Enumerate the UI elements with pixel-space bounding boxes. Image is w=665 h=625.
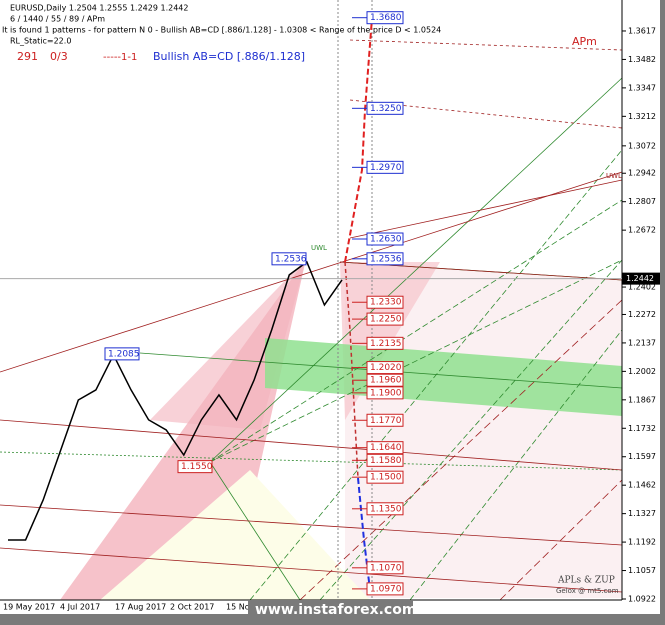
header: EURUSD,Daily 1.2504 1.2555 1.2429 1.2442…	[2, 4, 441, 64]
status-ratio: 0/3	[50, 50, 68, 63]
level-box	[366, 470, 404, 484]
pattern-box	[104, 347, 140, 361]
level-label: 1.3250	[370, 104, 402, 114]
y-tick-label: 1.1192	[628, 538, 656, 547]
level-box	[366, 561, 404, 575]
status-code: -----1-1	[103, 52, 137, 63]
green-zone	[265, 338, 622, 416]
level-label: 1.2330	[370, 298, 402, 308]
y-tick-label: 1.2002	[628, 367, 656, 376]
y-tick-label: 1.3617	[628, 26, 656, 35]
zone	[100, 470, 370, 600]
level-label: 1.3680	[370, 13, 402, 23]
x-tick-label: 2 Oct 2017	[170, 603, 214, 612]
watermark-bg	[248, 600, 413, 618]
level-box	[366, 295, 404, 309]
y-tick-label: 1.3482	[628, 55, 656, 64]
y-tick-label: 1.3212	[628, 112, 656, 121]
fan-lines	[0, 77, 623, 601]
y-tick-label: 1.1327	[628, 509, 656, 518]
level-box	[366, 502, 404, 516]
level-box	[366, 160, 404, 174]
pattern-box	[177, 460, 213, 474]
level-box	[366, 252, 404, 266]
level-label: 1.2536	[370, 254, 402, 264]
level-label: 1.2020	[370, 363, 402, 373]
y-tick-label: 1.1732	[628, 424, 656, 433]
annotation: UWL	[606, 172, 622, 180]
level-label: 1.1900	[370, 388, 402, 398]
signature: Gelox @ mt5.com	[556, 587, 619, 595]
y-tick-label: 1.1867	[628, 395, 656, 404]
y-tick-label: 1.1057	[628, 566, 656, 575]
level-label: 1.0970	[370, 584, 402, 594]
level-box	[366, 582, 404, 596]
y-tick-label: 1.3072	[628, 141, 656, 150]
zone	[345, 262, 622, 598]
projection-mid	[344, 261, 359, 479]
axis-background	[622, 0, 660, 600]
level-box	[366, 373, 404, 387]
signature: APLs & ZUP	[557, 576, 615, 586]
level-box	[366, 441, 404, 455]
level-label: 1.1070	[370, 563, 402, 573]
y-tick-label: 1.1462	[628, 481, 656, 490]
level-label: 1.1770	[370, 416, 402, 426]
level-label: 1.1350	[370, 504, 402, 514]
level-label: 1.2135	[370, 339, 402, 349]
y-tick-label: 1.2137	[628, 338, 656, 347]
pattern-label: 1.2085	[108, 349, 140, 359]
level-label: 1.2630	[370, 235, 402, 245]
header-line: It is found 1 patterns - for pattern N 0…	[2, 26, 441, 35]
level-box	[366, 312, 404, 326]
status-count: 291	[17, 50, 38, 63]
y-tick-label: 1.2272	[628, 310, 656, 319]
level-box	[366, 101, 404, 115]
y-tick-label: 1.3347	[628, 83, 656, 92]
y-tick-label: 1.2807	[628, 197, 656, 206]
projection-up	[344, 17, 373, 263]
x-tick-label: 15 Nov	[226, 603, 255, 612]
level-box	[366, 413, 404, 427]
pattern-label: 1.1550	[181, 462, 213, 472]
level-label: 1.2250	[370, 315, 402, 325]
current-price-label: 1.2442	[626, 274, 654, 283]
level-box	[366, 232, 404, 246]
level-label: 1.1580	[370, 456, 402, 466]
level-box	[366, 11, 404, 25]
y-tick-label: 1.0922	[628, 595, 656, 604]
y-tick-label: 1.1597	[628, 452, 656, 461]
level-box	[366, 361, 404, 375]
level-label: 1.1960	[370, 376, 402, 386]
price-line	[8, 260, 343, 541]
level-label: 1.2970	[370, 163, 402, 173]
y-tick-label: 1.2672	[628, 226, 656, 235]
level-label: 1.1500	[370, 473, 402, 483]
level-box	[366, 453, 404, 467]
level-box	[366, 336, 404, 350]
y-tick-label: 1.2402	[628, 283, 656, 292]
y-tick-label: 1.2942	[628, 169, 656, 178]
annotation: APm	[572, 35, 597, 48]
pattern-name: Bullish AB=CD [.886/1.128]	[153, 50, 305, 63]
watermark: www.instaforex.com	[255, 602, 416, 618]
level-box	[366, 386, 404, 400]
x-tick-label: 19 May 2017	[3, 603, 55, 612]
pattern-box	[271, 252, 307, 266]
header-line: RL_Static=22.0	[10, 37, 71, 46]
x-tick-label: 4 Jul 2017	[60, 603, 100, 612]
annotation: UWL	[311, 244, 327, 252]
level-label: 1.1640	[370, 443, 402, 453]
current-price-box	[622, 272, 660, 285]
header-line: 6 / 1440 / 55 / 89 / APm	[10, 15, 105, 24]
pattern-label: 1.2536	[275, 254, 307, 264]
x-tick-label: 17 Aug 2017	[115, 603, 166, 612]
header-line: EURUSD,Daily 1.2504 1.2555 1.2429 1.2442	[10, 4, 189, 13]
